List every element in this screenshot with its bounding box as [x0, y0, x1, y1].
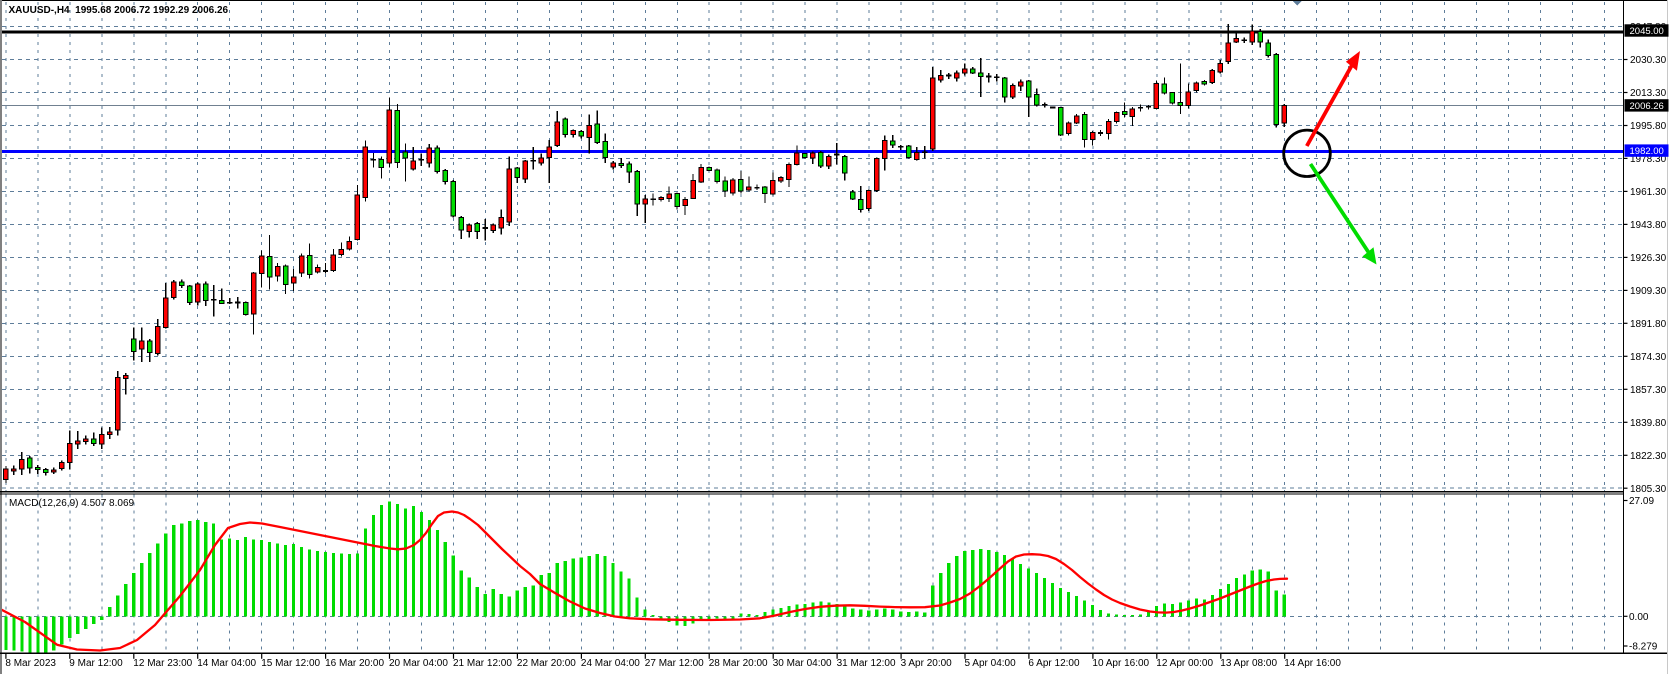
svg-text:5 Apr 04:00: 5 Apr 04:00: [965, 658, 1017, 669]
svg-text:1926.30: 1926.30: [1630, 253, 1667, 264]
svg-text:14 Mar 04:00: 14 Mar 04:00: [197, 658, 256, 669]
svg-text:12 Mar 23:00: 12 Mar 23:00: [133, 658, 192, 669]
svg-text:1891.80: 1891.80: [1630, 319, 1667, 330]
svg-text:1805.30: 1805.30: [1630, 484, 1667, 495]
svg-text:1978.30: 1978.30: [1630, 154, 1667, 165]
svg-text:31 Mar 12:00: 31 Mar 12:00: [837, 658, 896, 669]
svg-text:9 Mar 12:00: 9 Mar 12:00: [69, 658, 123, 669]
svg-text:XAUUSD-,H4 1995.68 2006.72 19: XAUUSD-,H4 1995.68 2006.72 1992.29 2006.…: [9, 5, 229, 16]
svg-text:14 Apr 16:00: 14 Apr 16:00: [1284, 658, 1341, 669]
svg-text:1909.30: 1909.30: [1630, 286, 1667, 297]
svg-text:21 Mar 12:00: 21 Mar 12:00: [453, 658, 512, 669]
svg-text:30 Mar 04:00: 30 Mar 04:00: [773, 658, 832, 669]
svg-text:MACD(12,26,9) 4.507 8.069: MACD(12,26,9) 4.507 8.069: [9, 498, 135, 509]
svg-text:27.09: 27.09: [1629, 496, 1654, 507]
svg-text:10 Apr 16:00: 10 Apr 16:00: [1092, 658, 1149, 669]
svg-text:28 Mar 20:00: 28 Mar 20:00: [709, 658, 768, 669]
svg-text:2013.30: 2013.30: [1630, 88, 1667, 99]
svg-text:1822.30: 1822.30: [1630, 451, 1667, 462]
svg-text:15 Mar 12:00: 15 Mar 12:00: [261, 658, 320, 669]
svg-text:8 Mar 2023: 8 Mar 2023: [5, 658, 56, 669]
svg-text:6 Apr 12:00: 6 Apr 12:00: [1028, 658, 1080, 669]
svg-text:-8.279: -8.279: [1629, 642, 1658, 653]
svg-text:13 Apr 08:00: 13 Apr 08:00: [1220, 658, 1277, 669]
svg-text:24 Mar 04:00: 24 Mar 04:00: [581, 658, 640, 669]
svg-text:1982.00: 1982.00: [1630, 146, 1664, 157]
svg-text:20 Mar 04:00: 20 Mar 04:00: [389, 658, 448, 669]
svg-text:22 Mar 20:00: 22 Mar 20:00: [517, 658, 576, 669]
svg-text:12 Apr 00:00: 12 Apr 00:00: [1156, 658, 1213, 669]
svg-text:16 Mar 20:00: 16 Mar 20:00: [325, 658, 384, 669]
svg-text:2006.26: 2006.26: [1630, 101, 1664, 112]
svg-text:2030.30: 2030.30: [1630, 55, 1667, 66]
svg-text:1995.80: 1995.80: [1630, 121, 1667, 132]
svg-text:1839.80: 1839.80: [1630, 418, 1667, 429]
svg-text:1874.30: 1874.30: [1630, 352, 1667, 363]
svg-text:2045.00: 2045.00: [1630, 26, 1664, 37]
svg-text:27 Mar 12:00: 27 Mar 12:00: [645, 658, 704, 669]
svg-text:3 Apr 20:00: 3 Apr 20:00: [901, 658, 953, 669]
svg-text:1943.80: 1943.80: [1630, 220, 1667, 231]
svg-text:0.00: 0.00: [1629, 612, 1649, 623]
svg-text:1961.30: 1961.30: [1630, 187, 1667, 198]
svg-text:1857.30: 1857.30: [1630, 385, 1667, 396]
